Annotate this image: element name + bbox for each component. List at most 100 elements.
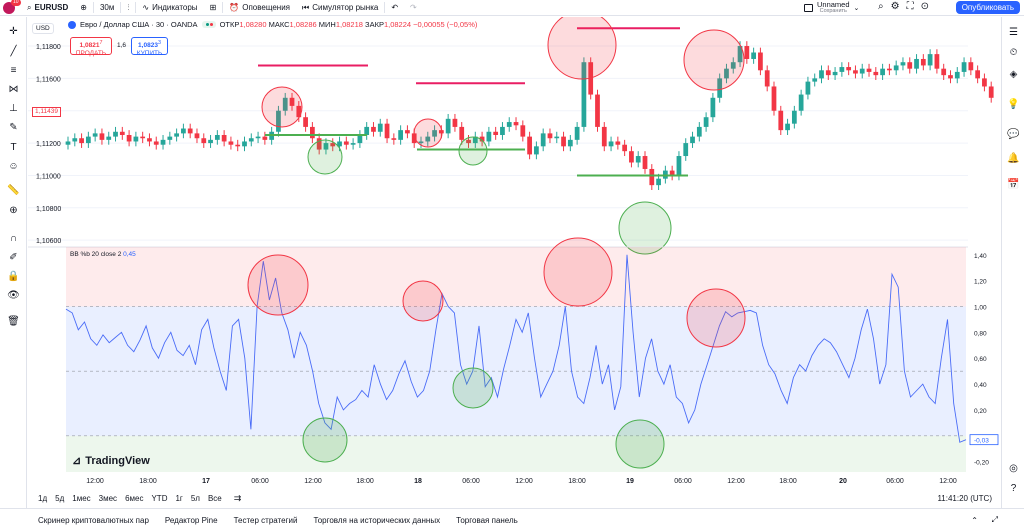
- publish-button[interactable]: Опубликовать: [955, 1, 1020, 14]
- maximize-icon[interactable]: ⤢: [991, 515, 998, 524]
- candle-body: [825, 70, 831, 76]
- search-icon: ⌕: [27, 2, 32, 12]
- status-dots: [201, 21, 216, 28]
- eye-icon[interactable]: 👁: [7, 290, 20, 301]
- candle-body: [622, 144, 628, 152]
- candle-body: [228, 141, 234, 145]
- candle-body: [377, 123, 383, 132]
- chevron-down-icon[interactable]: ⌄: [853, 5, 860, 12]
- buy-label: КУПИТЬ: [136, 50, 163, 58]
- text-icon[interactable]: T: [10, 142, 17, 153]
- brush-icon[interactable]: ✎: [9, 122, 18, 133]
- redo-button[interactable]: ↷: [404, 0, 423, 16]
- ideas-icon[interactable]: 💡: [1007, 99, 1020, 110]
- interval-button[interactable]: 30м: [99, 3, 115, 12]
- camera-icon[interactable]: ⊙: [920, 1, 929, 12]
- pattern-icon[interactable]: ⋈: [8, 84, 19, 95]
- sell-button[interactable]: 1,08217 ПРОДАТЬ: [70, 37, 112, 57]
- candle-body: [113, 131, 118, 137]
- legend-title[interactable]: Евро / Доллар США · 30 · OANDA: [80, 20, 198, 29]
- notifications-icon[interactable]: 🔔: [1007, 153, 1020, 164]
- range-1[interactable]: 5д: [55, 494, 65, 503]
- quick-search-icon[interactable]: ⌕: [878, 1, 884, 12]
- fib-retracement-icon[interactable]: ≡: [10, 65, 17, 76]
- fullscreen-icon[interactable]: ⛶: [906, 1, 914, 12]
- emoji-icon[interactable]: ☺: [8, 161, 19, 172]
- layout-name-button[interactable]: Unnamed Сохранить: [817, 1, 850, 15]
- radar-icon[interactable]: ◎: [1009, 463, 1018, 474]
- currency-label[interactable]: USD: [32, 23, 54, 34]
- drawing-toolbar: ✛ ╱ ≡ ⋈ ⊥ ✎ T ☺ 📏 ⊕ ∩ ✐ 🔒 👁 🗑: [0, 17, 27, 511]
- calendar-icon[interactable]: 📅: [1007, 179, 1020, 190]
- alerts-button[interactable]: ⏰ Оповещения: [223, 0, 296, 16]
- time-tick: 12:00: [515, 478, 533, 485]
- symbol-search[interactable]: ⌕ EURUSD: [21, 0, 74, 16]
- footer-tab-3[interactable]: Торговля на исторических данных: [313, 515, 441, 525]
- candle-body: [758, 52, 763, 71]
- footer-tab-2[interactable]: Тестер стратегий: [233, 515, 298, 525]
- replay-button[interactable]: ⏮ Симулятор рынка: [296, 0, 384, 16]
- magnet-icon[interactable]: ∩: [9, 233, 18, 244]
- indicator-axis: 1,401,201,000,800,600,400,200,00-0,20-0,…: [969, 253, 999, 467]
- indicator-legend[interactable]: BB %b 20 close 2 0,45: [70, 251, 136, 258]
- candle-body: [506, 122, 512, 127]
- user-avatar[interactable]: 10: [3, 0, 21, 14]
- price-tick: 1,11800: [36, 44, 61, 51]
- buy-button[interactable]: 1,08233 КУПИТЬ: [131, 37, 168, 58]
- candle-body: [724, 68, 729, 79]
- help-icon[interactable]: ?: [1010, 483, 1017, 494]
- candle-body: [235, 144, 241, 147]
- candle-body: [601, 126, 607, 147]
- range-7[interactable]: 5л: [190, 494, 200, 503]
- candle-body: [785, 123, 790, 131]
- footer-tab-0[interactable]: Скринер криптовалютных пар: [38, 515, 149, 525]
- candle-body: [303, 117, 308, 127]
- range-0[interactable]: 1д: [38, 494, 48, 503]
- grid: [28, 45, 968, 241]
- alerts-clock-icon[interactable]: ⏲: [1009, 47, 1018, 58]
- compare-button[interactable]: ⊕: [74, 0, 93, 16]
- candle-body: [92, 133, 98, 137]
- right-tools: ⌕ ⚙ ⛶ ⊙: [878, 1, 929, 12]
- ruler-icon[interactable]: 📏: [7, 185, 20, 196]
- candle-body: [316, 138, 322, 150]
- range-6[interactable]: 1г: [175, 494, 183, 503]
- zoom-in-icon[interactable]: ⊕: [9, 205, 18, 216]
- goto-date-icon[interactable]: ⇉: [233, 493, 242, 503]
- buy-price-sup: 3: [157, 40, 161, 46]
- lock-icon[interactable]: 🔒: [7, 271, 20, 282]
- chat-icon[interactable]: 💬: [1007, 129, 1020, 140]
- clock[interactable]: 11:41:20 (UTC): [937, 494, 992, 503]
- range-3[interactable]: 3мес: [98, 494, 118, 503]
- undo-button[interactable]: ↶: [385, 0, 404, 16]
- trash-icon[interactable]: 🗑: [7, 316, 20, 327]
- candle-body: [371, 126, 376, 132]
- low-value: 1,08218: [335, 20, 363, 29]
- indicators-button[interactable]: ∿ Индикаторы: [136, 0, 203, 16]
- divider: [135, 2, 137, 13]
- chart-type-button[interactable]: ⫶: [121, 0, 135, 16]
- range-8[interactable]: Все: [207, 494, 222, 503]
- watchlist-icon[interactable]: ☰: [1009, 27, 1018, 38]
- markup-drawings[interactable]: [258, 17, 745, 255]
- chart-canvas[interactable]: 1,118001,116001,114001,112001,110001,108…: [28, 17, 1000, 490]
- layers-icon[interactable]: ◈: [1009, 69, 1018, 80]
- forecast-icon[interactable]: ⊥: [9, 103, 18, 114]
- candle-body: [174, 133, 179, 137]
- tradingview-logo[interactable]: ⊿ TradingView: [72, 454, 150, 468]
- candle-body: [119, 131, 125, 135]
- templates-button[interactable]: ⊞: [204, 0, 223, 16]
- candle-body: [642, 156, 648, 169]
- range-2[interactable]: 1мес: [72, 494, 91, 503]
- stay-drawing-icon[interactable]: ✐: [9, 252, 18, 263]
- price-marker: 1,11439: [32, 107, 62, 117]
- footer-tab-4[interactable]: Торговая панель: [456, 515, 518, 525]
- settings-icon[interactable]: ⚙: [890, 1, 900, 12]
- candle-body: [907, 62, 913, 69]
- footer-tab-1[interactable]: Редактор Pine: [164, 515, 218, 525]
- trend-line-icon[interactable]: ╱: [10, 46, 17, 57]
- crosshair-icon[interactable]: ✛: [9, 26, 18, 37]
- expand-icon[interactable]: ⌃: [971, 515, 978, 525]
- range-5[interactable]: YTD: [151, 494, 168, 503]
- range-4[interactable]: 6мес: [125, 494, 144, 503]
